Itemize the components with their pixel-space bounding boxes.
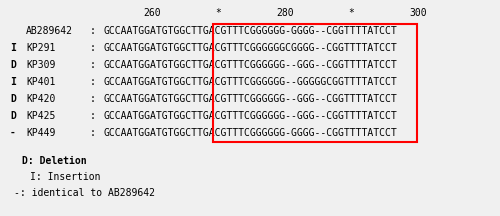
Text: :: : (90, 94, 96, 104)
Text: KP401: KP401 (26, 77, 56, 87)
Text: D: D (10, 60, 16, 70)
Text: :: : (90, 60, 96, 70)
Text: KP420: KP420 (26, 94, 56, 104)
Text: KP291: KP291 (26, 43, 56, 53)
Text: GCCAATGGATGTGGCTTGACGTTTCGGGGGG--GGGGGCGGTTTTATCCT: GCCAATGGATGTGGCTTGACGTTTCGGGGGG--GGGGGCG… (103, 77, 397, 87)
Text: :: : (90, 43, 96, 53)
Text: D: D (10, 94, 16, 104)
Text: -: - (10, 128, 16, 138)
Text: GCCAATGGATGTGGCTTGACGTTTCGGGGGGCGGGG--CGGTTTTATCCT: GCCAATGGATGTGGCTTGACGTTTCGGGGGGCGGGG--CG… (103, 43, 397, 53)
Text: GCCAATGGATGTGGCTTGACGTTTCGGGGGG--GGG--CGGTTTTATCCT: GCCAATGGATGTGGCTTGACGTTTCGGGGGG--GGG--CG… (103, 60, 397, 70)
Text: D: Deletion: D: Deletion (22, 156, 86, 166)
Bar (213, 24, 417, 142)
Text: 300: 300 (409, 8, 427, 18)
Text: GCCAATGGATGTGGCTTGACGTTTCGGGGGG--GGG--CGGTTTTATCCT: GCCAATGGATGTGGCTTGACGTTTCGGGGGG--GGG--CG… (103, 111, 397, 121)
Text: 280: 280 (276, 8, 294, 18)
Text: D: D (10, 111, 16, 121)
Text: GCCAATGGATGTGGCTTGACGTTTCGGGGGG--GGG--CGGTTTTATCCT: GCCAATGGATGTGGCTTGACGTTTCGGGGGG--GGG--CG… (103, 94, 397, 104)
Text: AB289642: AB289642 (26, 26, 73, 36)
Text: *: * (348, 8, 354, 18)
Text: I: I (10, 43, 16, 53)
Text: KP309: KP309 (26, 60, 56, 70)
Text: :: : (90, 26, 96, 36)
Text: :: : (90, 128, 96, 138)
Text: KP449: KP449 (26, 128, 56, 138)
Text: :: : (90, 111, 96, 121)
Text: GCCAATGGATGTGGCTTGACGTTTCGGGGGG-GGGG--CGGTTTTATCCT: GCCAATGGATGTGGCTTGACGTTTCGGGGGG-GGGG--CG… (103, 26, 397, 36)
Text: I: Insertion: I: Insertion (30, 172, 100, 182)
Text: :: : (90, 77, 96, 87)
Text: KP425: KP425 (26, 111, 56, 121)
Text: I: I (10, 77, 16, 87)
Text: GCCAATGGATGTGGCTTGACGTTTCGGGGGG-GGGG--CGGTTTTATCCT: GCCAATGGATGTGGCTTGACGTTTCGGGGGG-GGGG--CG… (103, 128, 397, 138)
Text: *: * (215, 8, 221, 18)
Text: 260: 260 (143, 8, 161, 18)
Text: -: identical to AB289642: -: identical to AB289642 (14, 188, 155, 198)
